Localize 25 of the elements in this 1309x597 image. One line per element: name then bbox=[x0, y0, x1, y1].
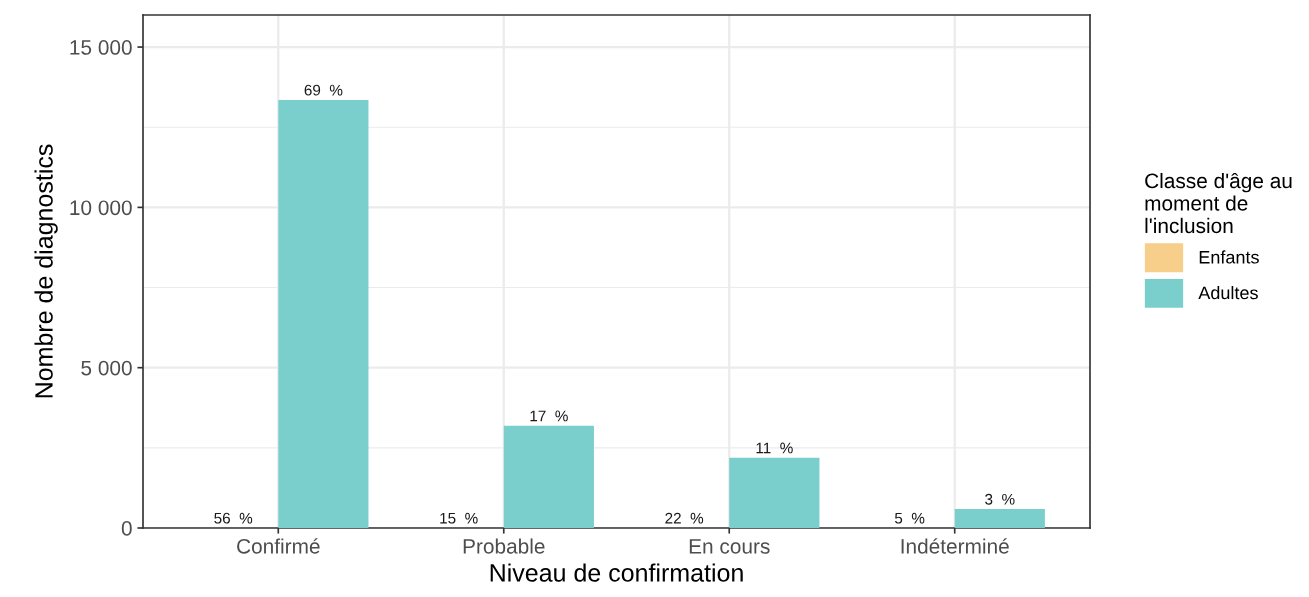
legend-title: Classe d'âge au moment de l'inclusion bbox=[1145, 172, 1292, 234]
annotation: 3 % bbox=[985, 493, 1015, 505]
y-tick-label: 15 000 bbox=[70, 40, 132, 55]
annotation: 22 % bbox=[665, 512, 704, 524]
x-axis-title: Niveau de confirmation bbox=[490, 563, 743, 582]
bar bbox=[278, 99, 369, 528]
y-axis-title: Nombre de diagnostics bbox=[34, 144, 58, 398]
legend-label: Enfants bbox=[1199, 250, 1259, 264]
bar bbox=[954, 509, 1045, 528]
annotation: 17 % bbox=[530, 410, 568, 422]
legend-label: Adultes bbox=[1198, 286, 1258, 300]
x-tick-label: Confirmé bbox=[237, 538, 320, 554]
annotation: 69 % bbox=[304, 84, 343, 96]
x-tick-label: Probable bbox=[463, 538, 545, 554]
y-tick-label: 5 000 bbox=[81, 360, 132, 376]
x-tick-label: En cours bbox=[689, 539, 770, 554]
annotation: 15 % bbox=[440, 512, 478, 524]
bar bbox=[729, 457, 820, 528]
x-tick-label: Indéterminé bbox=[901, 538, 1009, 554]
bar bbox=[503, 425, 594, 528]
y-tick-label: 10 000 bbox=[70, 200, 132, 216]
annotation: 56 % bbox=[214, 512, 253, 524]
annotation: 5 % bbox=[894, 512, 925, 524]
y-tick-label: 0 bbox=[121, 521, 132, 536]
annotation: 11 % bbox=[756, 442, 793, 454]
